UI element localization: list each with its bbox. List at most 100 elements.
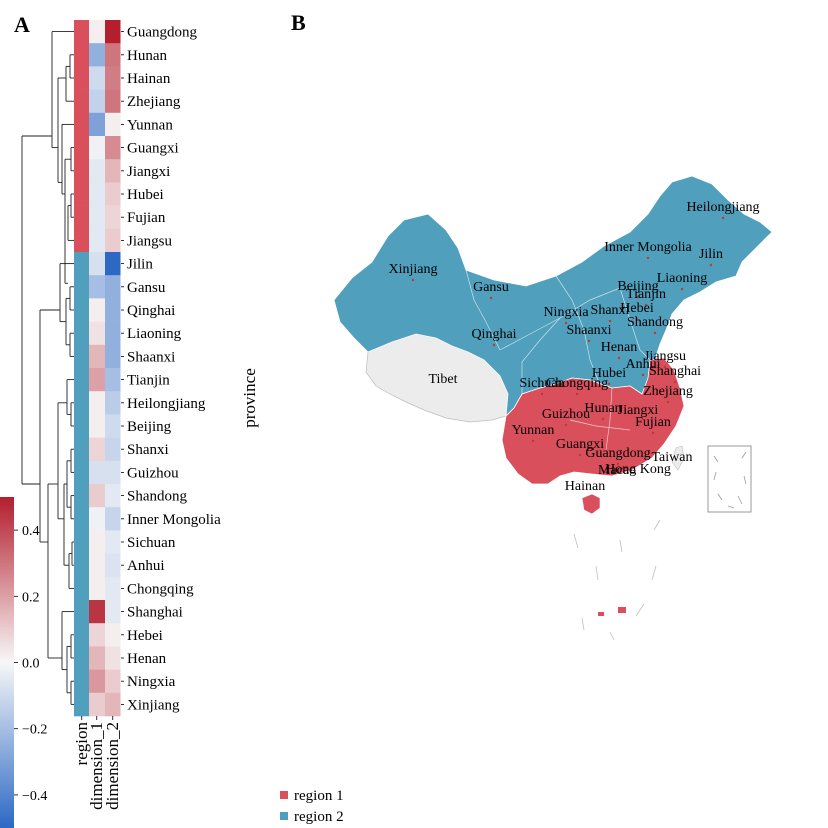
- province-marker-guizhou: [564, 423, 568, 427]
- cell-dimension-1-beijing: [89, 414, 105, 438]
- row-label-henan: Henan: [127, 651, 167, 667]
- row-labels: Guangdong Hunan Hainan Zhejiang Yunnan Guangx…: [121, 25, 221, 713]
- province-marker-xinjiang: [411, 278, 415, 282]
- cell-region-gansu: [74, 275, 90, 299]
- cell-dimension-1-jiangsu: [89, 228, 105, 253]
- cell-region-liaoning: [74, 321, 90, 346]
- cell-dimension-1-shanxi: [89, 437, 105, 462]
- cell-region-fujian: [74, 205, 90, 230]
- cell-dimension-2-xinjiang: [105, 692, 121, 717]
- province-marker-chongqing: [575, 392, 579, 396]
- cell-dimension-1-jilin: [89, 252, 105, 276]
- row-label-inner-mongolia: Inner Mongolia: [127, 512, 221, 528]
- map-area-nansha-2: [598, 612, 604, 616]
- cell-region-hunan: [74, 43, 90, 67]
- cell-region-hubei: [74, 182, 90, 206]
- cell-dimension-1-yunnan: [89, 112, 105, 137]
- province-marker-sichuan: [540, 392, 544, 396]
- cell-region-beijing: [74, 414, 90, 438]
- legend-label-region-1: region 1: [294, 788, 344, 804]
- map-label-hebei: Hebei: [620, 301, 654, 316]
- cell-dimension-1-guizhou: [89, 460, 105, 485]
- cell-dimension-2-guangxi: [105, 136, 121, 160]
- map-label-liaoning: Liaoning: [657, 271, 708, 286]
- cell-dimension-1-hainan: [89, 66, 105, 90]
- row-label-gansu: Gansu: [127, 280, 166, 296]
- map-label-hong-kong: Hong Kong: [605, 462, 671, 477]
- cell-region-jilin: [74, 252, 90, 276]
- province-marker-shaanxi: [587, 339, 591, 343]
- row-label-chongqing: Chongqing: [127, 581, 194, 597]
- cell-region-zhejiang: [74, 89, 90, 114]
- map-label-tibet: Tibet: [428, 372, 457, 387]
- legend-label-region-2: region 2: [294, 809, 344, 825]
- province-marker-shandong: [653, 331, 657, 335]
- row-label-sichuan: Sichuan: [127, 535, 176, 551]
- province-marker-jiangxi: [636, 419, 640, 423]
- map-label-hunan: Hunan: [584, 401, 621, 416]
- row-label-yunnan: Yunnan: [127, 117, 173, 133]
- cell-dimension-1-hubei: [89, 182, 105, 206]
- map-area-region-1: [501, 357, 685, 485]
- cell-region-heilongjiang: [74, 391, 90, 415]
- row-label-guangxi: Guangxi: [127, 141, 179, 157]
- cell-dimension-2-shaanxi: [105, 344, 121, 369]
- province-marker-beijing: [636, 295, 640, 299]
- cell-region-hebei: [74, 623, 90, 647]
- map-label-shaanxi: Shaanxi: [566, 323, 611, 338]
- clustered-heatmap: Guangdong Hunan Hainan Zhejiang Yunnan Guangx…: [0, 20, 259, 828]
- cell-dimension-2-anhui: [105, 553, 121, 578]
- province-marker-shanxi: [608, 319, 612, 323]
- panel-label-b: B: [291, 10, 306, 35]
- colorbar-gradient: [0, 497, 14, 828]
- cell-dimension-1-fujian: [89, 205, 105, 230]
- province-marker-qinghai: [492, 343, 496, 347]
- cell-region-xinjiang: [74, 692, 90, 717]
- map-label-shandong: Shandong: [627, 315, 683, 330]
- province-marker-hebei: [635, 317, 639, 321]
- colorbar-tick-label: 0.0: [22, 657, 40, 672]
- cell-dimension-2-jiangxi: [105, 159, 121, 183]
- province-marker-liaoning: [680, 287, 684, 291]
- map-labels: Heilongjiang Inner Mongolia Jilin Xinjiang L…: [389, 200, 760, 494]
- cell-region-shaanxi: [74, 344, 90, 369]
- map-label-hainan: Hainan: [565, 479, 605, 494]
- row-dendrogram: [21, 31, 74, 705]
- map-area-hainan: [581, 493, 601, 515]
- cell-dimension-2-liaoning: [105, 321, 121, 346]
- province-marker-guangxi: [578, 453, 582, 457]
- cell-region-henan: [74, 646, 90, 670]
- map-label-guizhou: Guizhou: [542, 407, 590, 422]
- map-label-henan: Henan: [601, 340, 638, 355]
- row-label-tianjin: Tianjin: [127, 373, 170, 389]
- cell-dimension-2-tianjin: [105, 368, 121, 392]
- cell-dimension-2-jilin: [105, 252, 121, 276]
- map-label-jiangxi: Jiangxi: [618, 403, 659, 418]
- cell-dimension-1-hunan: [89, 43, 105, 67]
- row-label-jiangxi: Jiangxi: [127, 164, 170, 180]
- legend-swatch-region-1: [280, 791, 288, 799]
- row-label-guizhou: Guizhou: [127, 465, 179, 481]
- cell-dimension-1-guangdong: [89, 20, 105, 44]
- province-marker-yunnan: [531, 439, 535, 443]
- map-label-guangxi: Guangxi: [556, 437, 604, 452]
- cell-dimension-2-ningxia: [105, 669, 121, 694]
- cell-dimension-1-chongqing: [89, 576, 105, 601]
- map-label-ningxia: Ningxia: [543, 305, 589, 320]
- cell-dimension-2-shanghai: [105, 600, 121, 624]
- row-label-heilongjiang: Heilongjiang: [127, 396, 206, 412]
- colorbar-tick-label: −0.2: [22, 723, 47, 738]
- cell-dimension-2-yunnan: [105, 112, 121, 137]
- row-label-shaanxi: Shaanxi: [127, 349, 175, 365]
- south-china-sea-inset: [707, 445, 752, 513]
- cell-dimension-1-hebei: [89, 623, 105, 647]
- colorbar: 0.4 0.2 0.0 −0.2 −0.4: [0, 497, 47, 828]
- map-label-fujian: Fujian: [635, 415, 671, 430]
- province-marker-guangdong: [616, 462, 620, 466]
- map-area-taiwan: [671, 445, 685, 471]
- region-map: Heilongjiang Inner Mongolia Jilin Xinjiang L…: [280, 175, 773, 825]
- map-label-tianjin: Tianjin: [626, 287, 666, 302]
- cell-dimension-1-tianjin: [89, 368, 105, 392]
- cell-region-jiangsu: [74, 228, 90, 253]
